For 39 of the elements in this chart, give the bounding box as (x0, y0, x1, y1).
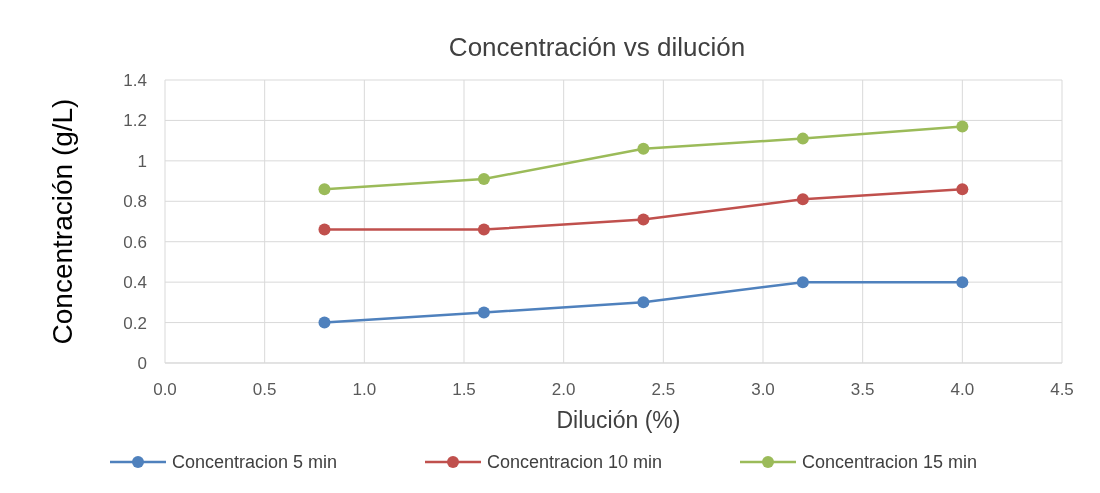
y-tick-label: 0.8 (123, 192, 147, 212)
x-tick-label: 1.0 (352, 380, 377, 399)
y-axis-title: Concentración (g/L) (47, 98, 78, 345)
x-tick-label: 0.5 (252, 380, 277, 399)
y-tick-label: 0.4 (123, 273, 147, 293)
point (477, 223, 490, 236)
legend-label: Concentracion 5 min (172, 452, 338, 473)
x-tick-label: 3.0 (751, 380, 775, 399)
y-tick-label: 0.6 (123, 232, 147, 252)
y-tick-label: 0.2 (123, 313, 147, 333)
y-tick-label: 1.4 (123, 70, 147, 90)
point (318, 183, 331, 196)
x-tick-label: 0.0 (153, 380, 177, 399)
point (796, 193, 809, 206)
y-tick-label: 1 (137, 151, 147, 171)
x-tick-label: 3.5 (850, 380, 875, 399)
x-axis-title: Dilución (%) (556, 407, 681, 433)
point (318, 316, 331, 329)
y-tick-label: 0 (137, 353, 147, 373)
point (637, 142, 650, 155)
x-tick-label: 2.0 (551, 380, 576, 399)
x-tick-label: 1.5 (452, 380, 476, 399)
point (956, 183, 969, 196)
point (796, 132, 809, 145)
point (477, 173, 490, 186)
y-tick-label: 1.2 (123, 111, 147, 131)
point (318, 223, 331, 236)
point (956, 120, 969, 133)
x-tick-label: 4.5 (1050, 380, 1074, 399)
x-tick-label: 2.5 (651, 380, 676, 399)
point (637, 296, 650, 309)
point (477, 306, 490, 319)
legend-label: Concentracion 10 min (487, 452, 663, 473)
point (637, 213, 650, 226)
point (956, 276, 969, 289)
x-tick-label: 4.0 (950, 380, 975, 399)
point (796, 276, 809, 289)
chart-title: Concentración vs dilución (448, 32, 746, 62)
legend-label: Concentracion 15 min (802, 452, 978, 473)
